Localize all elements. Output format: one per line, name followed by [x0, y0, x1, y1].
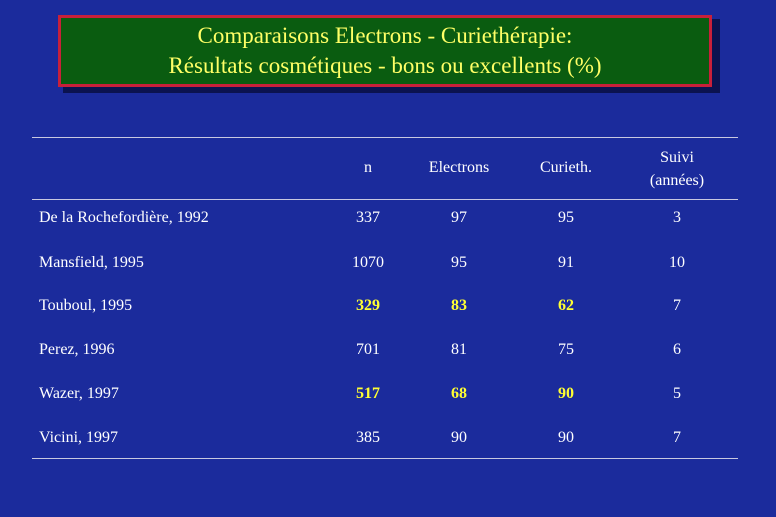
- header-curieth: Curieth.: [540, 159, 592, 176]
- cell-curieth: 95: [558, 209, 574, 226]
- cell-suivi: 6: [673, 341, 681, 358]
- cell-study: Wazer, 1997: [39, 385, 119, 402]
- header-electrons: Electrons: [428, 159, 490, 176]
- cell-n: 1070: [352, 254, 384, 271]
- cell-suivi: 7: [673, 429, 681, 446]
- cell-n: 517: [356, 385, 380, 402]
- cell-study: Mansfield, 1995: [39, 254, 144, 271]
- cell-n: 329: [356, 297, 380, 314]
- cell-electrons: 68: [451, 385, 467, 402]
- cell-electrons: 90: [451, 429, 467, 446]
- cell-curieth: 90: [558, 385, 574, 402]
- cell-n: 701: [356, 341, 380, 358]
- cell-electrons: 83: [451, 297, 467, 314]
- header-suivi: Suivi (années): [650, 146, 704, 192]
- cell-study: De la Rochefordière, 1992: [39, 209, 209, 226]
- cell-study: Vicini, 1997: [39, 429, 119, 446]
- header-suivi-line-2: (années): [649, 172, 705, 189]
- title-line-1: Comparaisons Electrons - Curiethérapie:: [197, 23, 573, 48]
- cell-electrons: 95: [451, 254, 467, 271]
- cell-electrons: 81: [451, 341, 467, 358]
- cell-suivi: 7: [673, 297, 681, 314]
- cell-curieth: 62: [558, 297, 574, 314]
- table-top-rule: [32, 137, 738, 138]
- cell-curieth: 91: [558, 254, 574, 271]
- header-suivi-line-1: Suivi: [660, 149, 694, 166]
- table-bottom-rule: [32, 458, 738, 459]
- cell-suivi: 10: [669, 254, 685, 271]
- table-header-rule: [32, 199, 738, 200]
- cell-electrons: 97: [451, 209, 467, 226]
- title-box: Comparaisons Electrons - Curiethérapie: …: [58, 15, 712, 87]
- cell-study: Perez, 1996: [39, 341, 115, 358]
- cell-curieth: 75: [558, 341, 574, 358]
- header-n: n: [364, 159, 372, 176]
- cell-study: Touboul, 1995: [39, 297, 133, 314]
- cell-suivi: 5: [673, 385, 681, 402]
- title-line-2: Résultats cosmétiques - bons ou excellen…: [168, 53, 602, 78]
- cell-n: 385: [356, 429, 380, 446]
- cell-suivi: 3: [673, 209, 681, 226]
- cell-n: 337: [356, 209, 380, 226]
- cell-curieth: 90: [558, 429, 574, 446]
